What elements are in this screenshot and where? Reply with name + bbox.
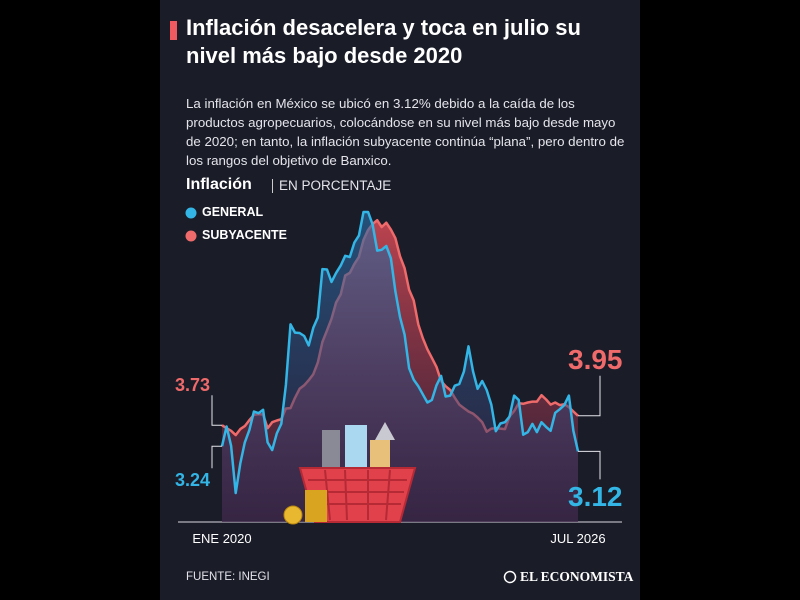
brand-icon bbox=[503, 570, 517, 584]
value-label: 3.95 bbox=[568, 343, 623, 375]
x-tick-label: ENE 2020 bbox=[192, 531, 252, 546]
chart-title: Inflación desacelera y toca en julio su … bbox=[186, 15, 581, 68]
basket-illustration bbox=[283, 422, 417, 525]
value-label: 3.73 bbox=[175, 374, 211, 395]
chart-subtitle: La inflación en México se ubicó en 3.12%… bbox=[186, 96, 625, 168]
title-marker bbox=[170, 21, 177, 40]
series-line bbox=[220, 210, 580, 495]
x-tick-label: JUL 2026 bbox=[550, 531, 606, 546]
brand: EL ECONOMISTA bbox=[520, 569, 634, 584]
label-connector bbox=[211, 395, 222, 426]
series-area bbox=[222, 212, 578, 522]
legend-label: SUBYACENTE bbox=[202, 228, 287, 242]
value-label: 3.12 bbox=[568, 481, 623, 513]
label-connector bbox=[211, 445, 222, 469]
label-connector bbox=[578, 450, 601, 480]
legend-swatch bbox=[185, 230, 197, 242]
source: FUENTE: INEGI bbox=[186, 571, 270, 583]
label-connector bbox=[578, 375, 601, 417]
value-label: 3.24 bbox=[175, 470, 211, 491]
chart-label: Inflación bbox=[186, 176, 252, 193]
plot bbox=[178, 210, 622, 523]
legend-label: GENERAL bbox=[202, 205, 264, 219]
unit-label: EN PORCENTAJE bbox=[272, 179, 391, 193]
legend-swatch bbox=[185, 207, 197, 219]
